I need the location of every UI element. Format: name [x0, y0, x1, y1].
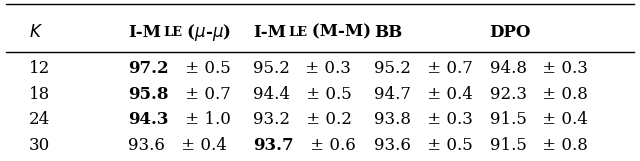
- Text: 95.8: 95.8: [128, 86, 168, 103]
- Text: 93.2: 93.2: [253, 111, 290, 128]
- Text: ± 0.8: ± 0.8: [538, 86, 588, 103]
- Text: LE: LE: [288, 26, 307, 39]
- Text: ± 0.6: ± 0.6: [305, 137, 356, 154]
- Text: I-M: I-M: [128, 24, 161, 41]
- Text: 93.8: 93.8: [374, 111, 412, 128]
- Text: 18: 18: [29, 86, 50, 103]
- Text: 97.2: 97.2: [128, 60, 168, 77]
- Text: I-M: I-M: [128, 24, 161, 41]
- Text: I-M: I-M: [253, 24, 286, 41]
- Text: 94.8: 94.8: [490, 60, 527, 77]
- Text: LE: LE: [163, 26, 182, 39]
- Text: ± 0.7: ± 0.7: [422, 60, 473, 77]
- Text: 93.7: 93.7: [253, 137, 293, 154]
- Text: 94.7: 94.7: [374, 86, 412, 103]
- Text: ± 0.2: ± 0.2: [301, 111, 351, 128]
- Text: ± 0.4: ± 0.4: [537, 111, 588, 128]
- Text: 94.3: 94.3: [128, 111, 168, 128]
- Text: BB: BB: [374, 24, 403, 41]
- Text: 24: 24: [29, 111, 50, 128]
- Text: $K$: $K$: [29, 24, 43, 41]
- Text: 95.2: 95.2: [374, 60, 412, 77]
- Text: 94.4: 94.4: [253, 86, 290, 103]
- Text: 93.6: 93.6: [128, 137, 165, 154]
- Text: ± 0.5: ± 0.5: [180, 60, 231, 77]
- Text: DPO: DPO: [490, 24, 531, 41]
- Text: (M-M): (M-M): [306, 24, 371, 41]
- Text: 93.6: 93.6: [374, 137, 412, 154]
- Text: ± 0.8: ± 0.8: [537, 137, 588, 154]
- Text: ± 0.4: ± 0.4: [175, 137, 227, 154]
- Text: 91.5: 91.5: [490, 137, 527, 154]
- Text: ± 0.5: ± 0.5: [422, 137, 473, 154]
- Text: ± 0.3: ± 0.3: [422, 111, 473, 128]
- Text: I-M: I-M: [253, 24, 286, 41]
- Text: 12: 12: [29, 60, 50, 77]
- Text: ± 1.0: ± 1.0: [180, 111, 231, 128]
- Text: 30: 30: [29, 137, 50, 154]
- Text: ($\mu$-$\mu$): ($\mu$-$\mu$): [181, 22, 231, 43]
- Text: ± 0.3: ± 0.3: [300, 60, 351, 77]
- Text: ± 0.5: ± 0.5: [301, 86, 351, 103]
- Text: ± 0.7: ± 0.7: [180, 86, 231, 103]
- Text: 95.2: 95.2: [253, 60, 290, 77]
- Text: ± 0.3: ± 0.3: [538, 60, 588, 77]
- Text: 91.5: 91.5: [490, 111, 527, 128]
- Text: ± 0.4: ± 0.4: [422, 86, 473, 103]
- Text: 92.3: 92.3: [490, 86, 527, 103]
